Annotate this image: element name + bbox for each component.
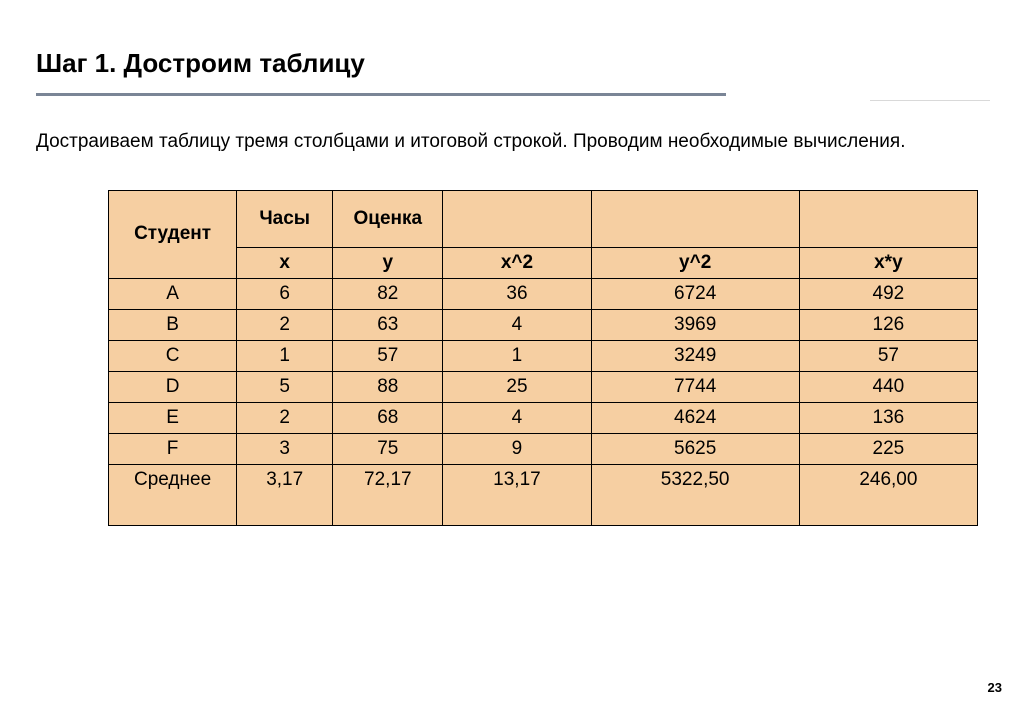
table-row: E 2 68 4 4624 136 — [109, 402, 978, 433]
table-header-row-2: x y x^2 y^2 x*y — [109, 247, 978, 278]
cell-y2: 6724 — [591, 278, 799, 309]
cell-x2: 25 — [443, 371, 591, 402]
cell-label-avg: Среднее — [109, 464, 237, 525]
cell-label: B — [109, 309, 237, 340]
cell-x: 2 — [237, 309, 333, 340]
cell-xy: 57 — [799, 340, 977, 371]
page-number: 23 — [988, 680, 1002, 695]
table-row: D 5 88 25 7744 440 — [109, 371, 978, 402]
cell-y: 68 — [333, 402, 443, 433]
cell-x: 3 — [237, 433, 333, 464]
table-row: C 1 57 1 3249 57 — [109, 340, 978, 371]
cell-xy: 126 — [799, 309, 977, 340]
cell-y2-avg: 5322,50 — [591, 464, 799, 525]
cell-label: A — [109, 278, 237, 309]
cell-y2: 5625 — [591, 433, 799, 464]
table-row-average: Среднее 3,17 72,17 13,17 5322,50 246,00 — [109, 464, 978, 525]
col-sub-x: x — [237, 247, 333, 278]
cell-y: 63 — [333, 309, 443, 340]
cell-x2: 4 — [443, 309, 591, 340]
cell-xy: 225 — [799, 433, 977, 464]
col-sub-x2: x^2 — [443, 247, 591, 278]
cell-x2: 9 — [443, 433, 591, 464]
col-header-blank-2 — [591, 190, 799, 247]
table-header-row-1: Студент Часы Оценка — [109, 190, 978, 247]
col-sub-y2: y^2 — [591, 247, 799, 278]
cell-y2: 7744 — [591, 371, 799, 402]
cell-x: 2 — [237, 402, 333, 433]
table-row: A 6 82 36 6724 492 — [109, 278, 978, 309]
slide: Шаг 1. Достроим таблицу Достраиваем табл… — [0, 0, 1024, 709]
cell-y-avg: 72,17 — [333, 464, 443, 525]
description-text: Достраиваем таблицу тремя столбцами и ит… — [36, 128, 988, 156]
cell-y: 88 — [333, 371, 443, 402]
cell-x: 6 — [237, 278, 333, 309]
cell-x2: 36 — [443, 278, 591, 309]
cell-y: 57 — [333, 340, 443, 371]
cell-label: C — [109, 340, 237, 371]
cell-xy: 136 — [799, 402, 977, 433]
title-underline — [36, 93, 726, 96]
cell-xy: 440 — [799, 371, 977, 402]
col-header-student: Студент — [109, 190, 237, 278]
table-row: B 2 63 4 3969 126 — [109, 309, 978, 340]
cell-label: D — [109, 371, 237, 402]
col-sub-y: y — [333, 247, 443, 278]
cell-x: 1 — [237, 340, 333, 371]
cell-label: F — [109, 433, 237, 464]
cell-x: 5 — [237, 371, 333, 402]
col-header-blank-1 — [443, 190, 591, 247]
cell-y2: 3969 — [591, 309, 799, 340]
cell-x-avg: 3,17 — [237, 464, 333, 525]
cell-xy-avg: 246,00 — [799, 464, 977, 525]
cell-y2: 3249 — [591, 340, 799, 371]
cell-x2: 4 — [443, 402, 591, 433]
data-table-container: Студент Часы Оценка x y x^2 y^2 x*y A — [108, 190, 978, 526]
table-body: A 6 82 36 6724 492 B 2 63 4 3969 126 C — [109, 278, 978, 525]
data-table: Студент Часы Оценка x y x^2 y^2 x*y A — [108, 190, 978, 526]
col-header-grade: Оценка — [333, 190, 443, 247]
col-sub-xy: x*y — [799, 247, 977, 278]
faint-rule — [870, 100, 990, 101]
cell-y: 75 — [333, 433, 443, 464]
cell-y2: 4624 — [591, 402, 799, 433]
cell-x2-avg: 13,17 — [443, 464, 591, 525]
cell-x2: 1 — [443, 340, 591, 371]
cell-xy: 492 — [799, 278, 977, 309]
col-header-hours: Часы — [237, 190, 333, 247]
cell-label: E — [109, 402, 237, 433]
cell-y: 82 — [333, 278, 443, 309]
slide-title: Шаг 1. Достроим таблицу — [36, 48, 988, 79]
table-row: F 3 75 9 5625 225 — [109, 433, 978, 464]
col-header-blank-3 — [799, 190, 977, 247]
